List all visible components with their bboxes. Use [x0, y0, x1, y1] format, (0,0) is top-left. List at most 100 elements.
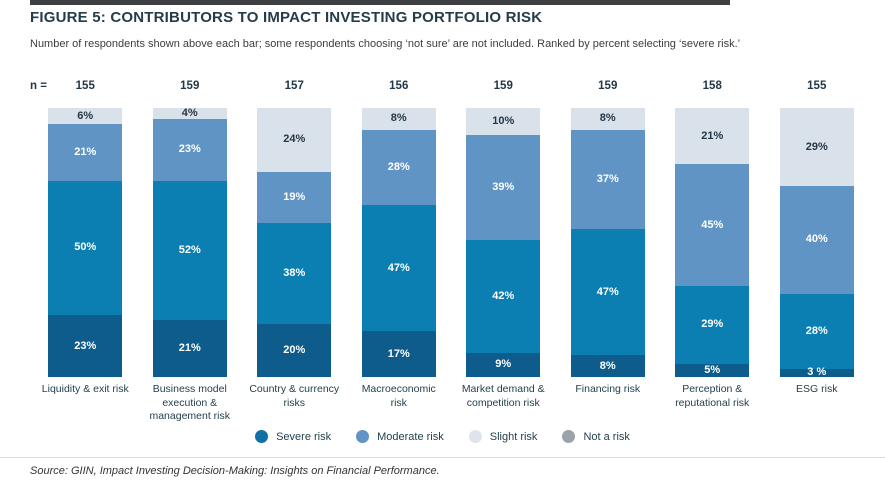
- n-value: 159: [598, 80, 618, 92]
- legend-item: Severe risk: [255, 430, 331, 443]
- segment-value-label: 23%: [74, 339, 97, 352]
- legend-color-dot-icon: [468, 430, 482, 443]
- category-label: ESG risk: [796, 383, 838, 395]
- segment-value-label: 39%: [492, 180, 515, 193]
- bar-segment: 19%: [257, 171, 332, 223]
- segment-value-label: 19%: [283, 190, 306, 203]
- segment-value-label: 47%: [387, 261, 410, 274]
- bar-segment: 9%: [466, 352, 541, 377]
- bar-segment: 45%: [675, 164, 750, 286]
- figure-title: FIGURE 5: CONTRIBUTORS TO IMPACT INVESTI…: [30, 9, 543, 26]
- segment-value-label: 20%: [283, 343, 306, 356]
- segment-value-label: 38%: [283, 266, 306, 279]
- bar-segment: 8%: [361, 108, 436, 130]
- category-label: Liquidity & exit risk: [41, 383, 129, 395]
- bar-column: 4% 23% 52% 21%: [138, 106, 243, 377]
- bar-column: 29% 40% 28% 3 %: [765, 108, 870, 379]
- legend-label: Not a risk: [583, 430, 630, 443]
- segment-value-label: 29%: [701, 318, 724, 331]
- legend-item: Not a risk: [562, 430, 630, 443]
- bar-segment: 8%: [570, 108, 645, 130]
- bar-segment: 21%: [48, 124, 123, 181]
- stacked-bar: 4% 23% 52% 21%: [152, 106, 227, 377]
- n-value: 159: [180, 80, 200, 92]
- bar-segment: 50%: [48, 180, 123, 316]
- bar-segment: 40%: [779, 186, 854, 294]
- segment-value-label: 45%: [701, 218, 724, 231]
- bottom-divider-rule: [0, 457, 885, 458]
- figure-subtitle: Number of respondents shown above each b…: [30, 38, 741, 50]
- category-label: Business model execution & management ri…: [149, 383, 231, 423]
- segment-value-label: 21%: [74, 145, 97, 158]
- bar-segment: 4%: [152, 106, 227, 119]
- segment-value-label: 17%: [387, 347, 410, 360]
- stacked-bar: 8% 37% 47% 8%: [570, 108, 645, 377]
- bar-segment: 6%: [48, 108, 123, 125]
- segment-value-label: 9%: [495, 358, 512, 371]
- segment-value-label: 24%: [283, 133, 306, 146]
- n-value: 156: [389, 80, 409, 92]
- segment-value-label: 21%: [178, 342, 201, 355]
- segment-value-label: 29%: [805, 140, 828, 153]
- stacked-bars-area: 6% 21% 50% 23% 4% 23% 52% 21% 24% 19% 38% 20% 8% 28% 4…: [33, 106, 870, 379]
- legend-label: Slight risk: [489, 430, 538, 443]
- n-equals-label: n =: [30, 80, 47, 92]
- segment-value-label: 21%: [701, 129, 724, 142]
- bar-segment: 28%: [361, 129, 436, 205]
- source-note: Source: GIIN, Impact Investing Decision-…: [30, 465, 440, 477]
- segment-value-label: 37%: [596, 172, 619, 185]
- category-label: Perception & reputational risk: [675, 383, 750, 409]
- segment-value-label: 28%: [805, 324, 828, 337]
- bar-segment: 29%: [779, 108, 854, 186]
- segment-value-label: 3 %: [807, 366, 827, 379]
- legend-label: Severe risk: [276, 430, 332, 443]
- bar-segment: 5%: [675, 363, 750, 377]
- bar-segment: 20%: [257, 323, 332, 377]
- bar-segment: 47%: [570, 229, 645, 356]
- category-labels-row: Liquidity & exit risk Business model exec…: [33, 383, 869, 424]
- segment-value-label: 47%: [596, 285, 619, 298]
- segment-value-label: 42%: [492, 289, 515, 302]
- stacked-bar: 24% 19% 38% 20%: [257, 108, 332, 377]
- segment-value-label: 10%: [492, 114, 515, 127]
- segment-value-label: 28%: [387, 160, 410, 173]
- legend-item: Moderate risk: [356, 430, 444, 443]
- segment-value-label: 50%: [74, 241, 97, 254]
- segment-value-label: 5%: [704, 363, 721, 376]
- bar-segment: 42%: [466, 239, 541, 353]
- bar-segment: 3 %: [779, 366, 854, 379]
- segment-value-label: 23%: [178, 143, 201, 156]
- n-value: 159: [493, 80, 513, 92]
- bar-column: 8% 37% 47% 8%: [556, 108, 661, 377]
- segment-value-label: 8%: [599, 112, 616, 125]
- bar-segment: 52%: [152, 180, 227, 321]
- bar-segment: 23%: [48, 315, 123, 377]
- bar-segment: 29%: [675, 285, 750, 364]
- bar-segment: 38%: [257, 222, 332, 324]
- n-value: 158: [702, 80, 722, 92]
- bar-column: 6% 21% 50% 23%: [33, 108, 138, 377]
- bar-segment: 39%: [466, 134, 541, 240]
- bar-segment: 8%: [570, 355, 645, 377]
- category-label: Market demand & competition risk: [461, 383, 545, 409]
- segment-value-label: 6%: [77, 109, 94, 122]
- stacked-bar: 21% 45% 29% 5%: [675, 108, 750, 377]
- category-label: Financing risk: [575, 383, 641, 395]
- n-value: 157: [284, 80, 304, 92]
- n-values-row: 155 159 157 156 159 159 158 155: [33, 80, 869, 92]
- legend-color-dot-icon: [356, 430, 370, 443]
- legend-item: Slight risk: [468, 430, 538, 443]
- stacked-bar: 29% 40% 28% 3 %: [779, 108, 854, 379]
- bar-column: 21% 45% 29% 5%: [660, 108, 765, 377]
- stacked-bar: 8% 28% 47% 17%: [361, 108, 436, 377]
- stacked-bar: 10% 39% 42% 9%: [466, 108, 541, 377]
- bar-segment: 23%: [152, 118, 227, 181]
- bar-segment: 37%: [570, 129, 645, 230]
- n-value: 155: [75, 80, 95, 92]
- bar-segment: 10%: [466, 108, 541, 135]
- segment-value-label: 8%: [599, 359, 616, 372]
- top-divider-rule: [30, 0, 730, 5]
- segment-value-label: 52%: [178, 244, 201, 257]
- segment-value-label: 4%: [181, 106, 198, 119]
